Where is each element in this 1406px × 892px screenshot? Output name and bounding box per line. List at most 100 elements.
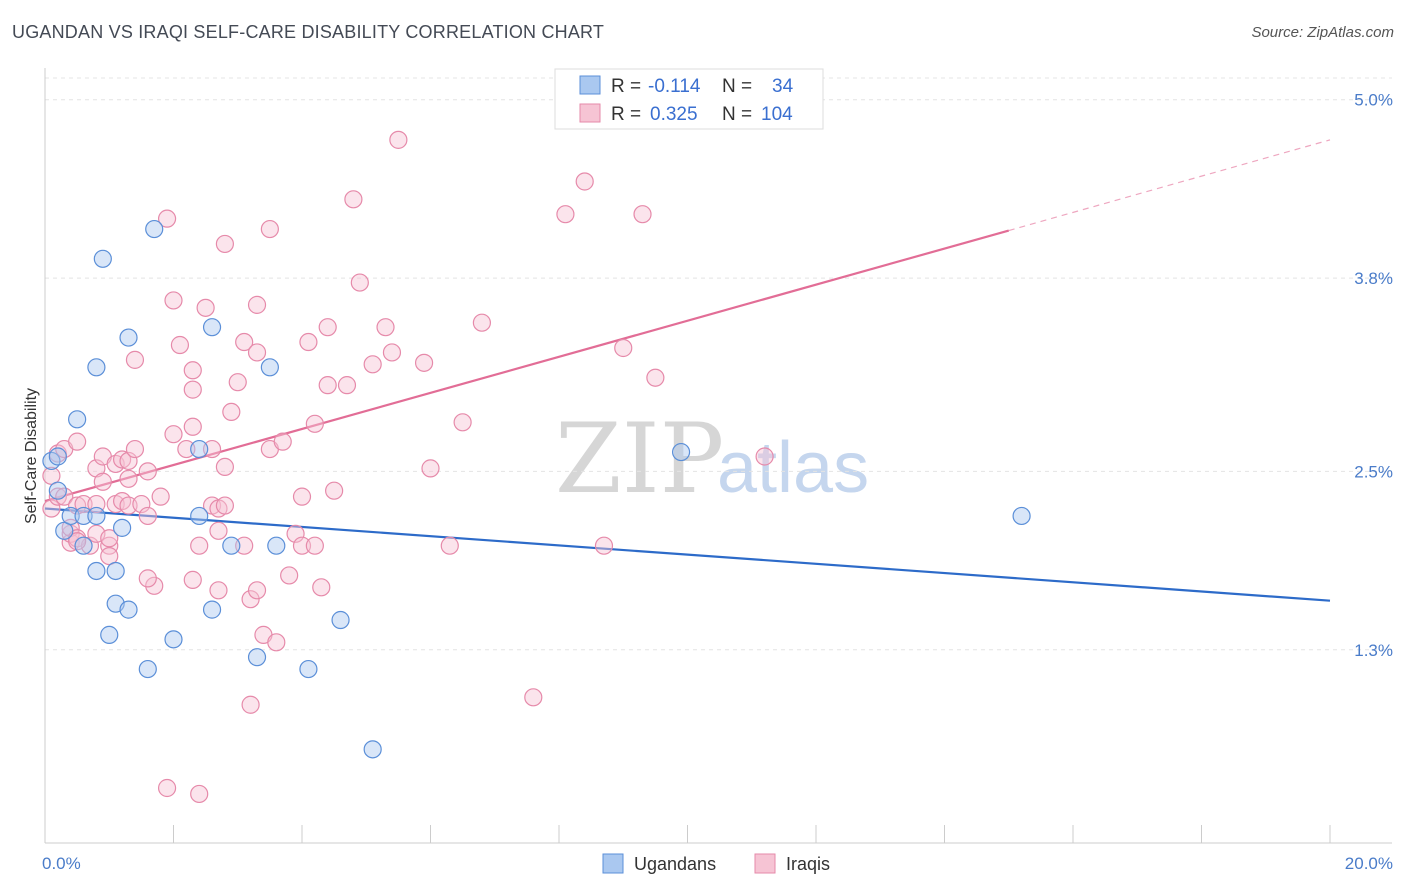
iraqis-point-93 bbox=[472, 313, 491, 332]
iraqis-point-46 bbox=[190, 536, 209, 555]
tick-labels: 1.3% 2.5% 3.8% 5.0% 0.0% 20.0% bbox=[42, 91, 1393, 873]
iraqis-point-29 bbox=[125, 350, 145, 369]
iraqis-point-50 bbox=[202, 439, 222, 459]
y-axis-label: Self-Care Disability bbox=[23, 388, 40, 524]
iraqis-point-56 bbox=[215, 234, 234, 254]
ugandans-point-33 bbox=[1012, 506, 1031, 526]
iraqis-point-20 bbox=[100, 529, 119, 548]
ugandans-point-16 bbox=[119, 328, 138, 347]
ugandans-trend-line bbox=[44, 507, 1331, 602]
iraqis-point-9 bbox=[68, 432, 87, 451]
iraqis-point-40 bbox=[170, 335, 190, 355]
iraqis-point-68 bbox=[260, 219, 279, 239]
ugandans-point-30 bbox=[331, 610, 350, 630]
iraqis-point-97 bbox=[594, 536, 614, 555]
ugandans-point-29 bbox=[299, 659, 318, 679]
ugandans-point-32 bbox=[671, 442, 691, 462]
iraqis-point-30 bbox=[125, 439, 145, 459]
legend-n-label-iraqis: N = bbox=[722, 104, 752, 125]
iraqis-point-98 bbox=[614, 338, 633, 358]
iraqis-point-73 bbox=[292, 487, 312, 506]
iraqis-point-87 bbox=[382, 343, 402, 362]
iraqis-point-42 bbox=[183, 417, 202, 436]
iraqis-point-84 bbox=[350, 273, 369, 292]
ugandans-point-31 bbox=[363, 740, 382, 759]
ugandans-point-11 bbox=[93, 249, 112, 268]
iraqis-point-3 bbox=[48, 487, 67, 506]
ugandans-point-24 bbox=[202, 318, 222, 337]
iraqis-point-45 bbox=[183, 361, 202, 380]
iraqis-point-100 bbox=[646, 368, 665, 387]
ugandans-point-22 bbox=[190, 439, 209, 459]
ugandans-point-8 bbox=[87, 506, 106, 526]
y-tick-label-3: 5.0% bbox=[1354, 91, 1393, 110]
iraqis-point-63 bbox=[247, 343, 267, 362]
y-tick-label-2: 3.8% bbox=[1354, 269, 1393, 288]
iraqis-point-69 bbox=[267, 633, 286, 652]
iraqis-point-43 bbox=[183, 380, 202, 399]
iraqis-point-94 bbox=[524, 688, 543, 707]
legend-n-value-ugandans: 34 bbox=[772, 76, 794, 97]
legend-r-value-ugandans: -0.114 bbox=[648, 76, 701, 97]
ugandans-point-28 bbox=[267, 536, 286, 555]
ugandans-point-5 bbox=[68, 410, 87, 429]
ugandans-point-6 bbox=[74, 506, 93, 526]
iraqis-point-38 bbox=[164, 291, 183, 310]
legend-box: R = -0.114 N = 34 R = 0.325 N = 104 bbox=[554, 68, 824, 130]
iraqis-point-58 bbox=[228, 373, 247, 392]
iraqis-point-82 bbox=[337, 376, 357, 395]
iraqis-point-32 bbox=[138, 462, 157, 481]
bottom-legend-label-ugandans: Ugandans bbox=[634, 854, 716, 874]
iraqis-point-75 bbox=[299, 332, 318, 352]
iraqis-point-76 bbox=[305, 414, 324, 433]
iraqis-point-39 bbox=[164, 425, 183, 444]
ugandans-point-9 bbox=[87, 358, 106, 377]
iraqis-point-83 bbox=[344, 190, 363, 209]
data-points bbox=[42, 130, 1031, 804]
iraqis-point-91 bbox=[440, 536, 459, 555]
iraqis-point-44 bbox=[183, 570, 202, 589]
iraqis-point-59 bbox=[235, 332, 254, 352]
ugandans-point-7 bbox=[74, 536, 93, 555]
iraqis-point-99 bbox=[633, 205, 652, 224]
iraqis-point-62 bbox=[241, 695, 260, 714]
iraqis-point-55 bbox=[215, 496, 234, 515]
legend-swatch-ugandans bbox=[579, 75, 601, 95]
iraqis-trend-extension bbox=[1008, 139, 1331, 232]
iraqis-point-101 bbox=[755, 447, 774, 466]
ugandans-point-23 bbox=[202, 600, 222, 619]
gridlines bbox=[45, 77, 1392, 651]
watermark-atlas: atlas bbox=[717, 428, 869, 508]
iraqis-point-88 bbox=[389, 130, 408, 149]
trend-lines bbox=[44, 139, 1331, 602]
y-tick-label-0: 1.3% bbox=[1354, 641, 1393, 660]
iraqis-point-57 bbox=[222, 402, 241, 422]
iraqis-point-24 bbox=[112, 450, 132, 469]
iraqis-point-64 bbox=[247, 581, 267, 600]
ugandans-point-26 bbox=[247, 648, 267, 667]
iraqis-point-79 bbox=[318, 318, 337, 337]
legend-r-label-iraqis: R = bbox=[611, 104, 641, 125]
iraqis-trend-line bbox=[44, 229, 1010, 503]
ugandans-point-25 bbox=[222, 536, 241, 555]
iraqis-point-35 bbox=[151, 487, 170, 506]
iraqis-point-60 bbox=[235, 536, 254, 555]
iraqis-point-85 bbox=[363, 355, 382, 374]
iraqis-point-33 bbox=[138, 506, 157, 526]
ugandans-point-20 bbox=[164, 630, 183, 649]
y-tick-label-1: 2.5% bbox=[1354, 462, 1393, 481]
ugandans-point-1 bbox=[48, 447, 67, 466]
ugandans-point-15 bbox=[112, 518, 132, 537]
x-tick-label-0: 0.0% bbox=[42, 854, 81, 873]
chart-title: UGANDAN VS IRAQI SELF-CARE DISABILITY CO… bbox=[12, 22, 605, 42]
iraqis-point-36 bbox=[157, 209, 177, 228]
iraqis-point-74 bbox=[292, 536, 312, 555]
chart-source: Source: ZipAtlas.com bbox=[1251, 24, 1394, 41]
iraqis-point-11 bbox=[68, 496, 87, 515]
iraqis-point-54 bbox=[215, 457, 234, 477]
legend-r-label-ugandans: R = bbox=[611, 76, 641, 97]
iraqis-point-47 bbox=[190, 784, 209, 804]
iraqis-point-28 bbox=[119, 469, 138, 488]
iraqis-point-80 bbox=[318, 376, 337, 395]
iraqis-point-78 bbox=[312, 578, 331, 597]
